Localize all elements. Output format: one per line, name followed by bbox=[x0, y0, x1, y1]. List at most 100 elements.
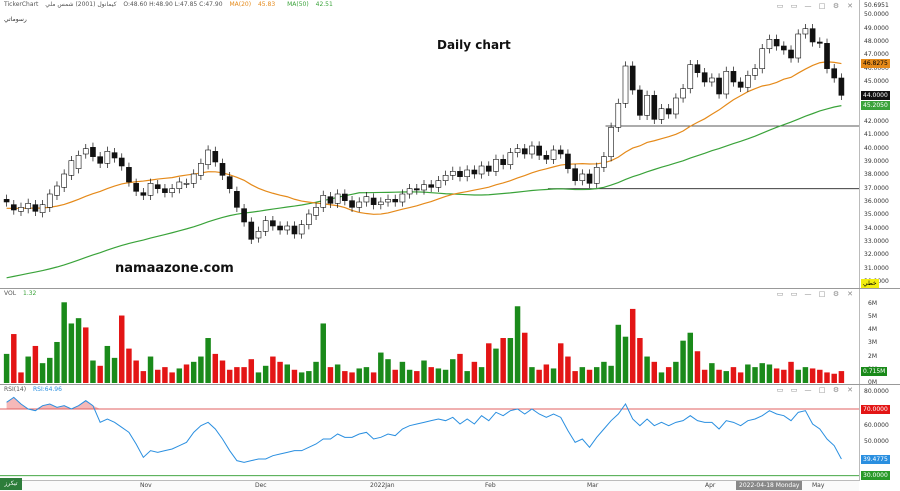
time-tick-label: Feb bbox=[485, 482, 496, 489]
restore-icon[interactable]: ▭ bbox=[790, 2, 798, 10]
candle-down bbox=[349, 200, 355, 208]
settings-icon[interactable]: ⚙ bbox=[832, 2, 840, 10]
candle-up bbox=[449, 171, 456, 176]
candle-down bbox=[413, 188, 420, 191]
candle-up bbox=[709, 77, 715, 83]
restore-icon[interactable]: ▭ bbox=[790, 290, 798, 298]
price-tick-label: 41.0000 bbox=[864, 131, 889, 139]
source-label: TickerChart bbox=[4, 1, 39, 8]
volume-bar-up bbox=[363, 367, 370, 383]
rsi-header: RSI(14) RSI:64.96 bbox=[4, 386, 67, 393]
candle-down bbox=[241, 208, 247, 223]
close-icon[interactable]: ✕ bbox=[847, 290, 853, 298]
candle-up bbox=[334, 193, 341, 204]
volume-tick-label: 6M bbox=[868, 299, 877, 307]
volume-bar-up bbox=[385, 359, 391, 383]
price-tick-label: 40.0000 bbox=[864, 144, 889, 152]
candle-down bbox=[471, 169, 478, 175]
volume-axis[interactable]: 6M5M4M3M2M1M0M0.715M bbox=[859, 289, 900, 386]
price-axis[interactable]: 50.6951 50.0000 49.0000 48.0000 47.0000 46.00… bbox=[859, 0, 900, 288]
volume-bar-up bbox=[601, 361, 607, 383]
volume-bar-up bbox=[421, 360, 427, 383]
candle-up bbox=[262, 220, 269, 232]
minimize-icon[interactable]: ▭ bbox=[776, 386, 784, 394]
volume-bar-down bbox=[572, 371, 578, 383]
rsi-chart[interactable] bbox=[0, 385, 859, 481]
volume-bar-down bbox=[716, 369, 722, 383]
candle-up bbox=[442, 175, 449, 181]
rsi-axis[interactable]: 80.000070.000060.000050.000040.000030.00… bbox=[859, 385, 900, 481]
candle-up bbox=[18, 207, 24, 212]
rsi-pane[interactable]: RSI(14) RSI:64.96 ▭ ▭ — □ ⚙ ✕ 80.0000 70.… bbox=[0, 384, 900, 481]
candle-up bbox=[406, 188, 413, 195]
volume-bar-up bbox=[579, 367, 586, 383]
volume-bar-down bbox=[824, 372, 830, 383]
candle-up bbox=[435, 180, 442, 188]
candle-down bbox=[111, 152, 118, 159]
candle-up bbox=[608, 127, 614, 157]
volume-bar-down bbox=[370, 372, 377, 383]
candle-up bbox=[378, 201, 384, 205]
candle-up bbox=[190, 173, 197, 184]
volume-chart[interactable] bbox=[0, 289, 859, 385]
collapse-icon[interactable]: — bbox=[804, 290, 812, 298]
maximize-icon[interactable]: □ bbox=[818, 2, 826, 10]
collapse-icon[interactable]: — bbox=[804, 2, 812, 10]
volume-pane[interactable]: VOL 1.32 ▭ ▭ — □ ⚙ ✕ 6M5M4M3M2M1M0M0.715… bbox=[0, 288, 900, 386]
time-axis[interactable] bbox=[0, 480, 859, 491]
collapse-icon[interactable]: — bbox=[804, 386, 812, 394]
volume-bar-up bbox=[104, 345, 111, 383]
crosshair-date: 2022-04-18 Monday bbox=[736, 481, 803, 490]
candle-up bbox=[68, 160, 75, 176]
close-icon[interactable]: ✕ bbox=[847, 2, 853, 10]
volume-bar-up bbox=[320, 323, 326, 383]
price-pane[interactable]: TickerChart كيمانول (2001) شمس ملي O:48.… bbox=[0, 0, 900, 288]
volume-bar-up bbox=[752, 367, 758, 383]
candle-down bbox=[133, 183, 139, 192]
candle-up bbox=[169, 188, 175, 193]
price-tick-label: 50.6951 bbox=[864, 2, 889, 10]
price-chart[interactable] bbox=[0, 0, 859, 288]
volume-pane-controls: ▭ ▭ — □ ⚙ ✕ bbox=[776, 290, 854, 298]
minimize-icon[interactable]: ▭ bbox=[776, 290, 784, 298]
volume-bar-down bbox=[543, 364, 550, 383]
volume-bar-down bbox=[291, 369, 298, 383]
candle-down bbox=[428, 184, 435, 188]
candle-up bbox=[550, 149, 557, 160]
volume-bar-up bbox=[759, 363, 765, 383]
settings-icon[interactable]: ⚙ bbox=[832, 386, 840, 394]
candle-down bbox=[586, 173, 593, 184]
minimize-icon[interactable]: ▭ bbox=[776, 2, 784, 10]
volume-bar-up bbox=[75, 318, 82, 383]
chart-title: Daily chart bbox=[437, 38, 511, 52]
candle-down bbox=[816, 41, 823, 44]
candle-up bbox=[25, 203, 32, 209]
ma50-label: MA(50) 42.51 bbox=[287, 1, 333, 8]
maximize-icon[interactable]: □ bbox=[818, 290, 826, 298]
candle-down bbox=[637, 89, 643, 116]
restore-icon[interactable]: ▭ bbox=[790, 386, 798, 394]
price-tick-label: 47.0000 bbox=[864, 51, 889, 59]
settings-icon[interactable]: ⚙ bbox=[832, 290, 840, 298]
volume-bar-down bbox=[457, 353, 463, 383]
price-tick-label: 31.0000 bbox=[864, 264, 889, 272]
candle-down bbox=[126, 167, 132, 183]
maximize-icon[interactable]: □ bbox=[818, 386, 826, 394]
candle-down bbox=[370, 197, 377, 205]
volume-bar-down bbox=[392, 369, 398, 383]
volume-bar-down bbox=[119, 315, 125, 383]
candle-down bbox=[809, 28, 816, 43]
volume-bar-up bbox=[25, 356, 31, 383]
volume-bar-down bbox=[32, 345, 39, 383]
candle-up bbox=[61, 173, 67, 188]
candle-down bbox=[565, 153, 571, 169]
time-tick-label: Mar bbox=[587, 482, 599, 489]
price-tick-label: 34.0000 bbox=[864, 224, 889, 232]
watermark: namaazone.com bbox=[115, 261, 234, 276]
rsi-value: RSI:64.96 bbox=[33, 386, 62, 393]
candle-up bbox=[46, 193, 53, 208]
template-label[interactable]: رسوماتي bbox=[4, 16, 27, 23]
candle-down bbox=[788, 49, 794, 59]
volume-bar-up bbox=[39, 363, 46, 383]
close-icon[interactable]: ✕ bbox=[847, 386, 853, 394]
